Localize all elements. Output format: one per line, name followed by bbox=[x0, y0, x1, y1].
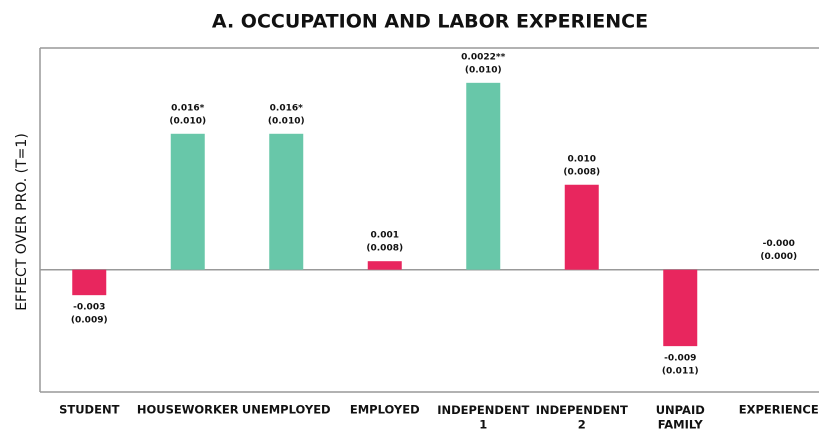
error-label: (0.008) bbox=[563, 167, 600, 177]
bar bbox=[367, 261, 402, 270]
bar bbox=[564, 184, 599, 270]
error-label: (0.008) bbox=[366, 244, 403, 254]
x-tick-label: HOUSEWORKER bbox=[137, 403, 239, 417]
x-tick-label: EXPERIENCE bbox=[739, 403, 819, 417]
bar bbox=[170, 133, 205, 270]
y-axis-label: EFFECT OVER PRO. (T=1) bbox=[14, 133, 30, 311]
bar bbox=[663, 269, 698, 347]
value-label: 0.016* bbox=[270, 103, 303, 113]
bar bbox=[466, 82, 501, 270]
bar bbox=[269, 133, 304, 270]
value-label: -0.009 bbox=[664, 354, 696, 364]
error-label: (0.009) bbox=[71, 316, 108, 326]
x-tick-label: UNPAID FAMILY bbox=[656, 403, 705, 429]
x-tick-label: STUDENT bbox=[59, 403, 119, 417]
error-label: (0.010) bbox=[465, 65, 502, 75]
x-tick-label: UNEMPLOYED bbox=[242, 403, 331, 417]
bar bbox=[72, 269, 107, 296]
chart-title: A. OCCUPATION AND LABOR EXPERIENCE bbox=[212, 11, 648, 33]
value-label: 0.001 bbox=[371, 231, 399, 241]
x-tick-label: INDEPENDENT 1 bbox=[437, 403, 529, 429]
error-label: (0.010) bbox=[268, 116, 305, 126]
error-label: (0.011) bbox=[662, 367, 699, 377]
x-tick-label: INDEPENDENT 2 bbox=[536, 403, 628, 429]
error-label: (0.010) bbox=[169, 116, 206, 126]
value-label: 0.010 bbox=[568, 154, 596, 164]
error-label: (0.000) bbox=[760, 252, 797, 262]
value-label: -0.003 bbox=[73, 303, 105, 313]
x-tick-label: EMPLOYED bbox=[350, 403, 420, 417]
value-label: -0.000 bbox=[763, 239, 795, 249]
value-label: 0.016* bbox=[171, 103, 204, 113]
value-label: 0.0022** bbox=[461, 52, 505, 62]
